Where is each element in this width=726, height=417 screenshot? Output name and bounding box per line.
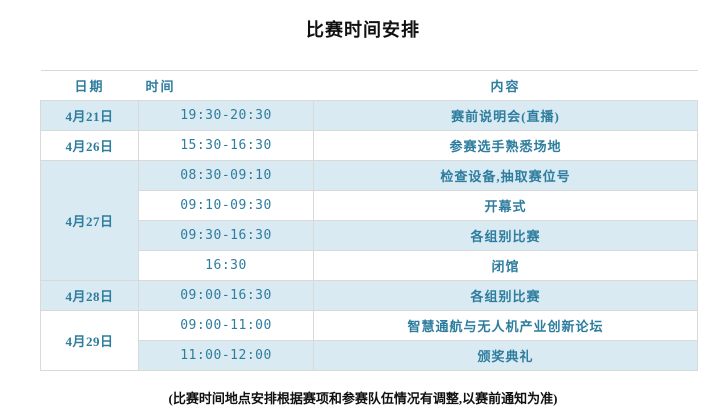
schedule-table: 日期 时间 内容 4月21日 19:30-20:30 赛前说明会(直播) 4月26日 1… — [40, 70, 698, 371]
time-cell: 11:00-12:00 — [138, 340, 314, 371]
content-cell: 各组别比赛 — [313, 220, 698, 251]
time-cell: 08:30-09:10 — [138, 160, 314, 191]
date-cell: 4月21日 — [40, 100, 139, 131]
table-row: 16:30 闭馆 — [41, 250, 698, 281]
table-row: 4月26日 15:30-16:30 参赛选手熟悉场地 — [40, 130, 698, 161]
content-cell: 智慧通航与无人机产业创新论坛 — [313, 310, 698, 341]
table-row: 4月29日 09:00-11:00 智慧通航与无人机产业创新论坛 — [40, 310, 698, 371]
content-cell: 检查设备,抽取赛位号 — [313, 160, 698, 191]
table-row: 4月21日 19:30-20:30 赛前说明会(直播) — [40, 100, 698, 131]
date-cell: 4月26日 — [40, 130, 139, 161]
content-cell: 各组别比赛 — [313, 280, 698, 311]
table-row: 09:30-16:30 各组别比赛 — [41, 220, 698, 251]
time-cell: 09:10-09:30 — [138, 190, 314, 221]
time-cell: 19:30-20:30 — [138, 100, 314, 131]
content-cell: 开幕式 — [313, 190, 698, 221]
column-header-date: 日期 — [40, 70, 139, 101]
date-cell: 4月28日 — [40, 280, 139, 311]
column-header-time: 时间 — [138, 70, 314, 101]
time-cell: 09:00-16:30 — [138, 280, 314, 311]
column-header-content: 内容 — [313, 70, 698, 101]
footnote: (比赛时间地点安排根据赛项和参赛队伍情况有调整,以赛前通知为准) — [168, 391, 558, 406]
table-row: 11:00-12:00 颁奖典礼 — [41, 340, 698, 371]
content-cell: 参赛选手熟悉场地 — [313, 130, 698, 161]
date-cell: 4月29日 — [40, 310, 139, 371]
table-row: 4月27日 08:30-09:10 检查设备,抽取赛位号 — [40, 160, 698, 281]
header-row: 日期 时间 内容 — [40, 70, 698, 101]
table-row: 4月28日 09:00-16:30 各组别比赛 — [40, 280, 698, 311]
time-cell: 09:30-16:30 — [138, 220, 314, 251]
content-cell: 闭馆 — [313, 250, 698, 281]
page-title: 比赛时间安排 — [306, 20, 420, 40]
content-cell: 颁奖典礼 — [313, 340, 698, 371]
time-cell: 16:30 — [138, 250, 314, 281]
time-cell: 15:30-16:30 — [138, 130, 314, 161]
table-row: 09:10-09:30 开幕式 — [41, 190, 698, 221]
content-cell: 赛前说明会(直播) — [313, 100, 698, 131]
date-cell: 4月27日 — [40, 160, 139, 281]
time-cell: 09:00-11:00 — [138, 310, 314, 341]
